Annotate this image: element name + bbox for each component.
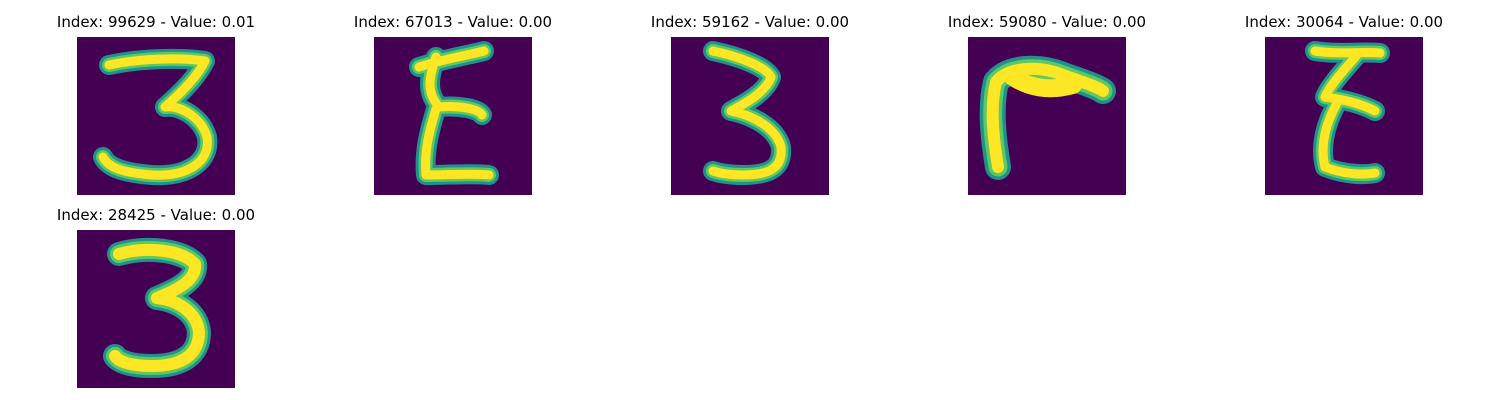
- panel-2: Index: 67013 - Value: 0.00: [333, 10, 573, 195]
- panel-title: Index: 99629 - Value: 0.01: [56, 13, 256, 31]
- panel-title: Index: 59080 - Value: 0.00: [947, 13, 1147, 31]
- panel-5: Index: 30064 - Value: 0.00: [1224, 10, 1464, 195]
- digit-image: [77, 37, 235, 195]
- digit-image: [1265, 37, 1423, 195]
- panel-title: Index: 67013 - Value: 0.00: [353, 13, 553, 31]
- panel-title: Index: 28425 - Value: 0.00: [56, 206, 256, 224]
- digit-image: [671, 37, 829, 195]
- panel-6: Index: 28425 - Value: 0.00: [36, 203, 276, 388]
- digit-image: [77, 230, 235, 388]
- panel-4: Index: 59080 - Value: 0.00: [927, 10, 1167, 195]
- panel-title: Index: 30064 - Value: 0.00: [1244, 13, 1444, 31]
- panel-title: Index: 59162 - Value: 0.00: [650, 13, 850, 31]
- digit-image: [374, 37, 532, 195]
- digit-image: [968, 37, 1126, 195]
- panel-1: Index: 99629 - Value: 0.01: [36, 10, 276, 195]
- panel-3: Index: 59162 - Value: 0.00: [630, 10, 870, 195]
